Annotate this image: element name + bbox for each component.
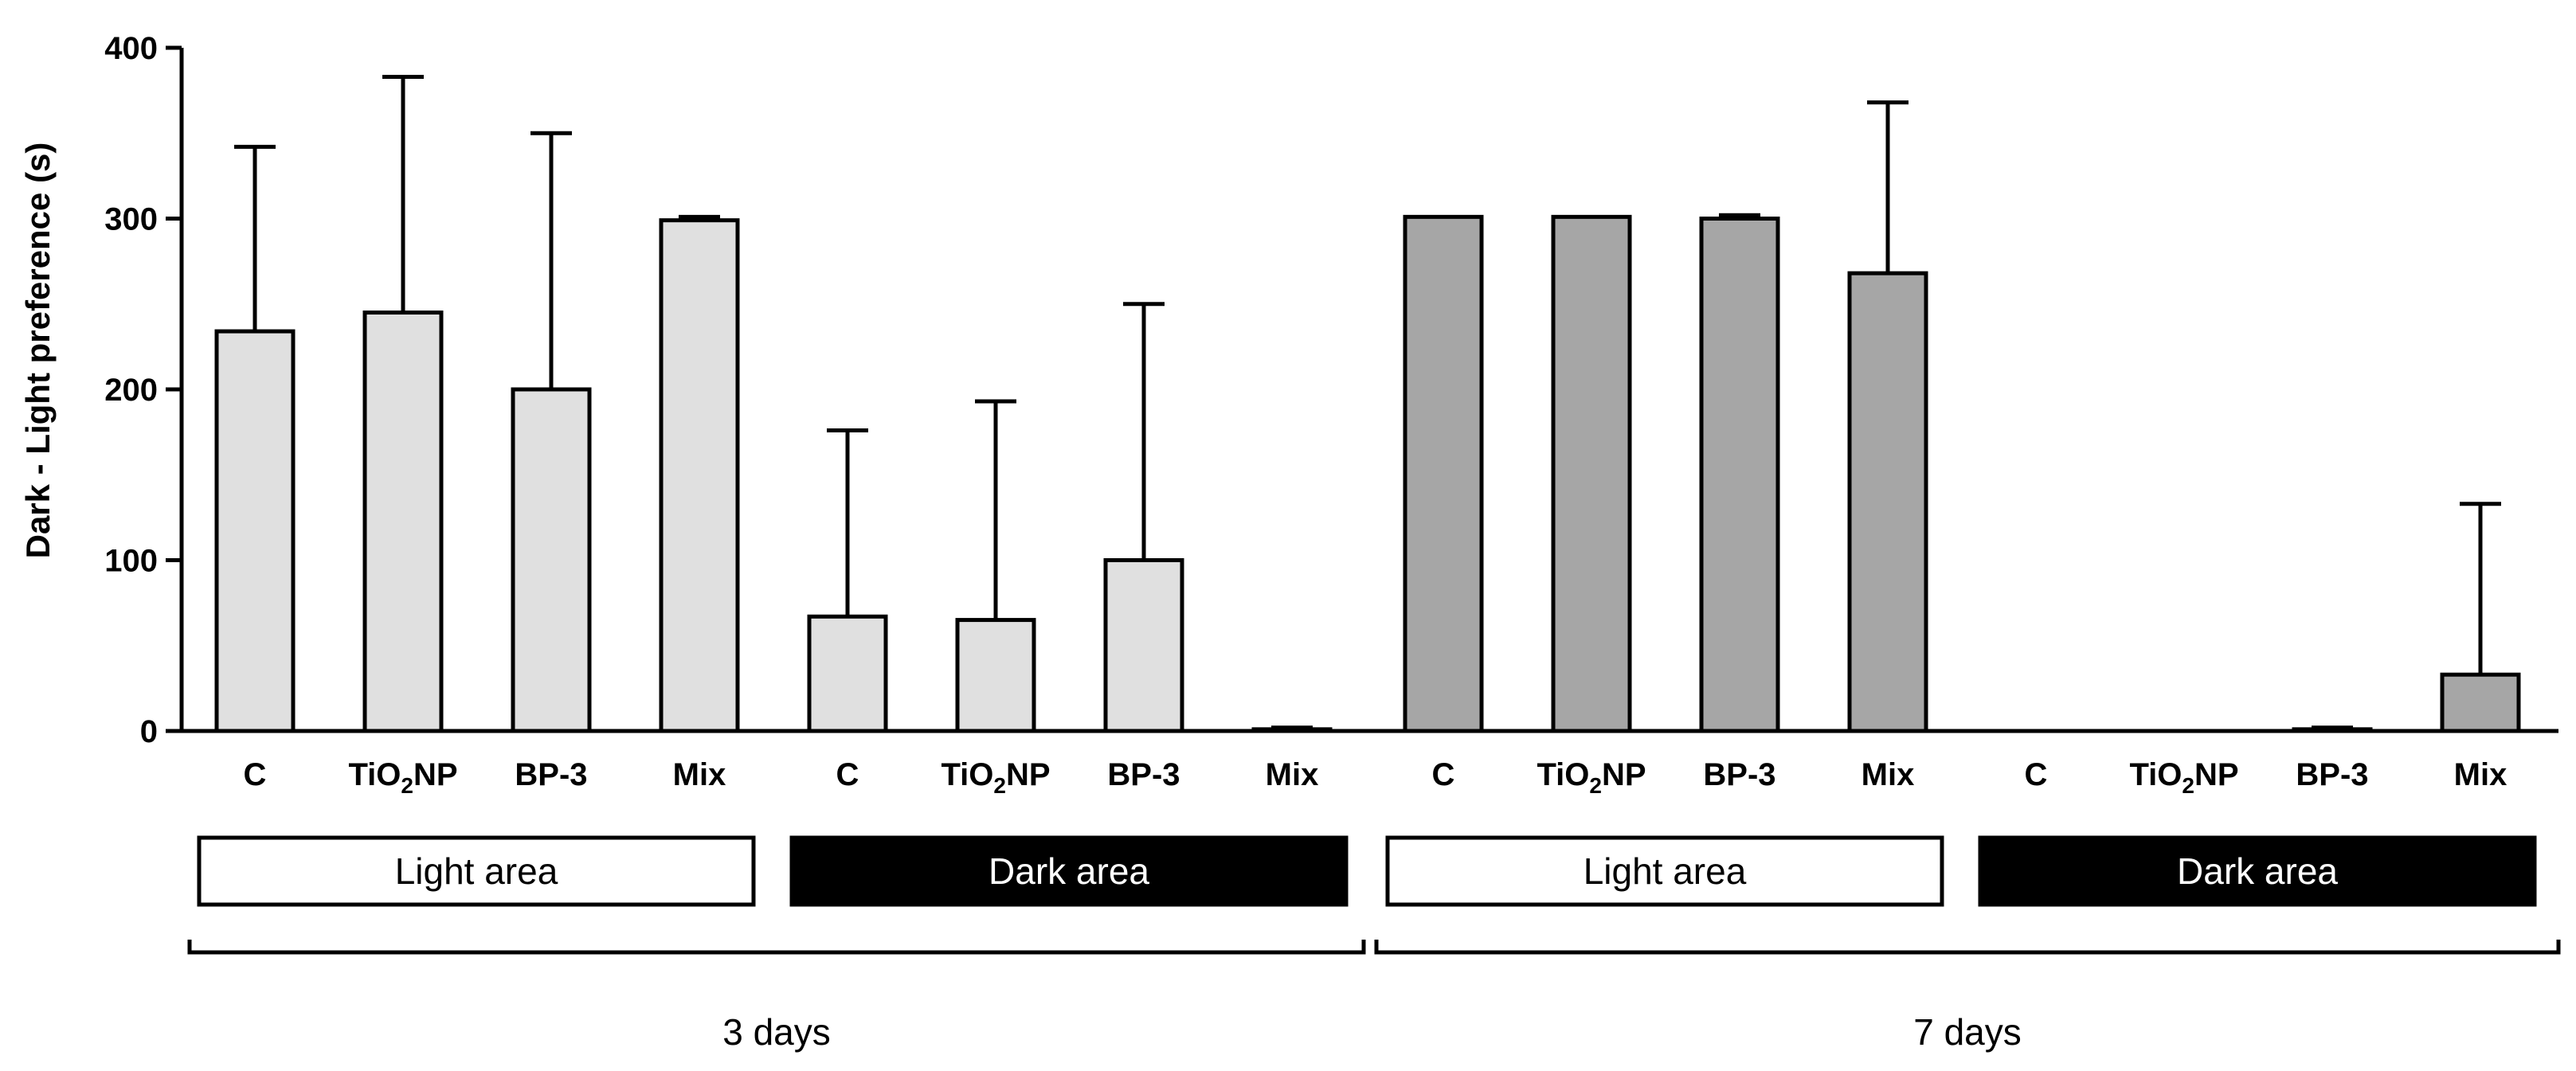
x-category-label: TiO2NP bbox=[1537, 757, 1646, 798]
x-category-label: Mix bbox=[1862, 757, 1915, 792]
x-category-label: Mix bbox=[1266, 757, 1319, 792]
x-category-label: C bbox=[836, 757, 859, 792]
bar bbox=[1403, 214, 1484, 733]
bar bbox=[1699, 217, 1780, 733]
bar bbox=[955, 618, 1036, 733]
x-category-label: BP-3 bbox=[2296, 757, 2368, 792]
x-category-label: Mix bbox=[2454, 757, 2507, 792]
area-label: Dark area bbox=[2177, 850, 2338, 892]
bar bbox=[807, 614, 888, 733]
y-axis-title: Dark - Light preference (s) bbox=[19, 143, 57, 559]
x-category-label: Mix bbox=[673, 757, 726, 792]
x-category-label: TiO2NP bbox=[2129, 757, 2238, 798]
dark-area-box bbox=[1978, 835, 2537, 907]
bar bbox=[1103, 558, 1184, 733]
day-bracket bbox=[187, 940, 1366, 955]
y-tick-label: 0 bbox=[140, 714, 158, 749]
x-category-label: BP-3 bbox=[515, 757, 587, 792]
x-category-label: TiO2NP bbox=[941, 757, 1050, 798]
day-group-label: 3 days bbox=[722, 1011, 831, 1053]
day-group-label: 7 days bbox=[1913, 1011, 2022, 1053]
bar bbox=[659, 218, 740, 733]
bar bbox=[2440, 672, 2521, 733]
y-tick-label: 300 bbox=[104, 202, 158, 237]
x-category-label: C bbox=[1432, 757, 1455, 792]
x-category-label: BP-3 bbox=[1703, 757, 1775, 792]
x-category-label: C bbox=[2025, 757, 2048, 792]
dark-area-box bbox=[789, 835, 1349, 907]
light-area-box bbox=[197, 835, 756, 907]
bar bbox=[511, 387, 592, 733]
day-groups: 3 days 7 days bbox=[187, 940, 2561, 1053]
x-category-label: C bbox=[244, 757, 267, 792]
area-label: Light area bbox=[1584, 850, 1747, 892]
category-labels: C TiO2NP BP-3 Mix C TiO2NP BP-3 Mix C TiO2NP BP-3 M… bbox=[244, 757, 2507, 798]
bar bbox=[214, 329, 296, 733]
x-category-label: TiO2NP bbox=[348, 757, 457, 798]
light-area-box bbox=[1385, 835, 1944, 907]
y-tick-label: 200 bbox=[104, 373, 158, 408]
area-label: Dark area bbox=[989, 850, 1149, 892]
plot-area bbox=[214, 74, 2521, 733]
day-bracket bbox=[1374, 940, 2561, 955]
area-boxes: Light area Dark area Light area Dark area bbox=[197, 835, 2537, 907]
bar bbox=[362, 310, 444, 733]
y-tick-label: 100 bbox=[104, 544, 158, 579]
area-label: Light area bbox=[395, 850, 558, 892]
bar bbox=[1847, 271, 1928, 733]
y-axis: Dark - Light preference (s) 0 100 200 300 40… bbox=[19, 31, 2558, 749]
x-category-label: BP-3 bbox=[1107, 757, 1180, 792]
y-tick-label: 400 bbox=[104, 31, 158, 66]
bar bbox=[1551, 214, 1632, 733]
